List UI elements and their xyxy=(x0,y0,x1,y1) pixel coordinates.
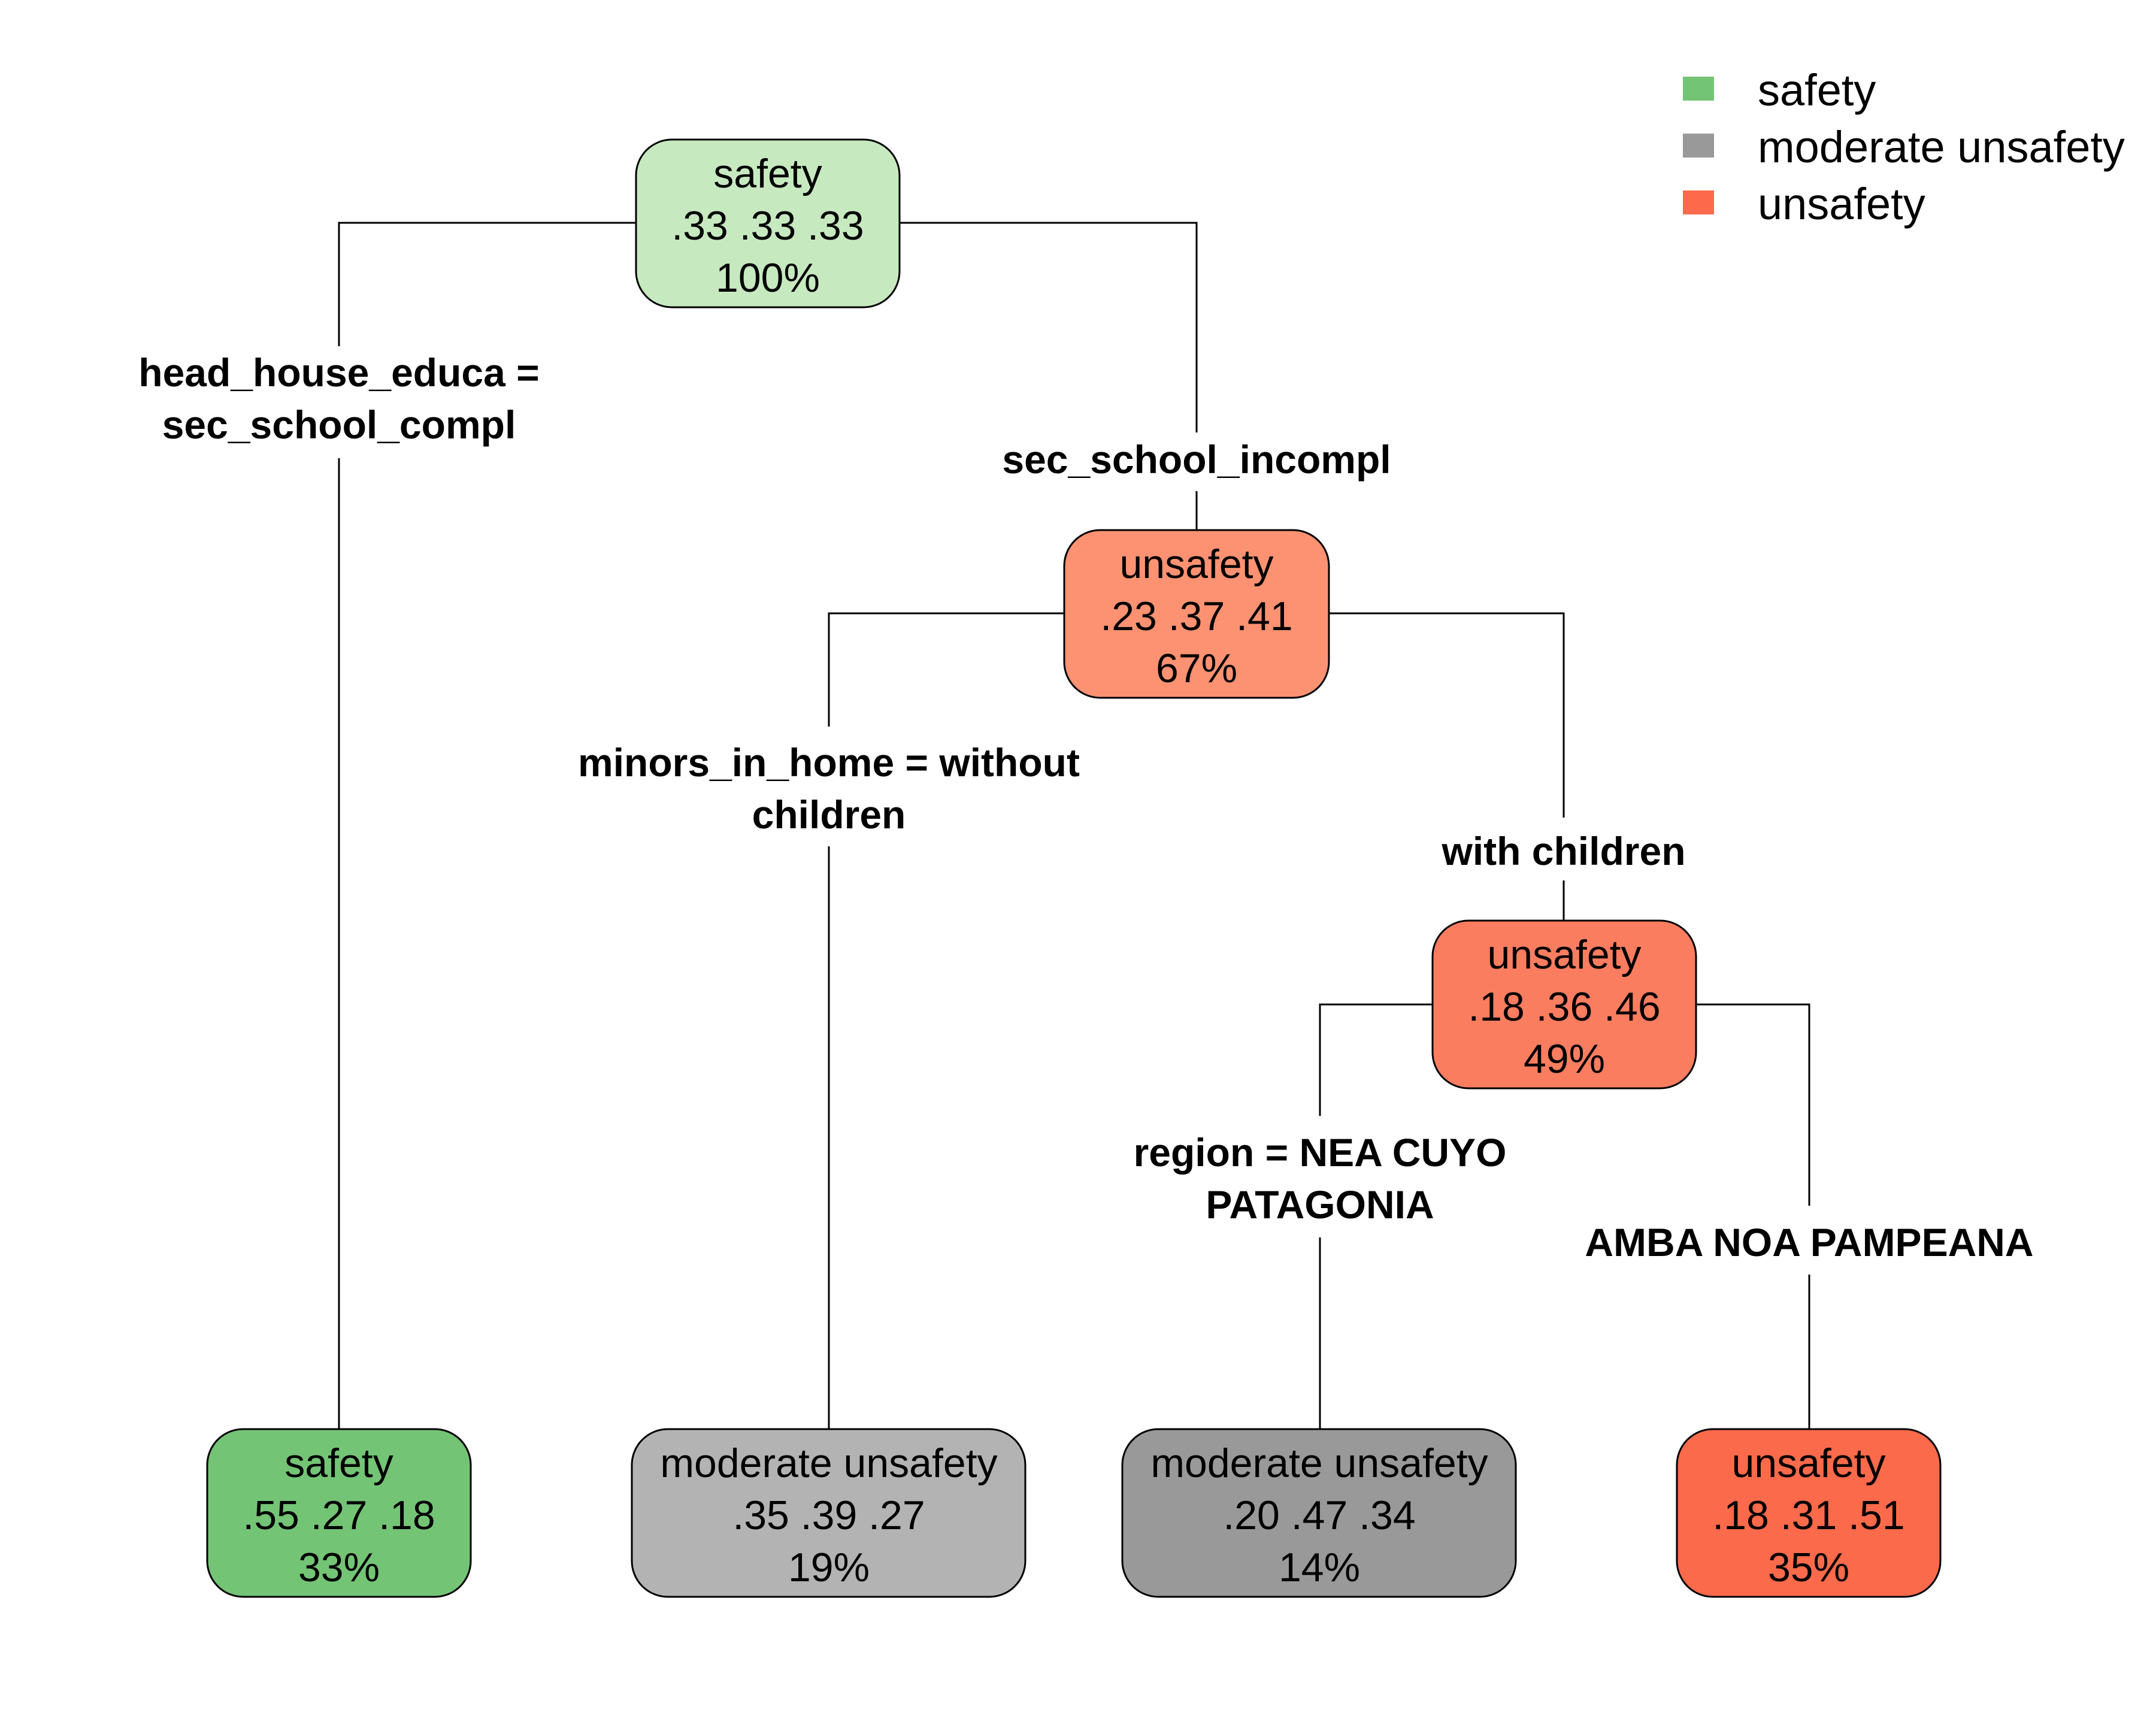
node-class-label: safety xyxy=(713,151,822,196)
edge-root-right xyxy=(900,222,1198,432)
edge-n2-right xyxy=(1329,612,1565,818)
node-probabilities: .18 .31 .51 xyxy=(1712,1493,1904,1538)
edge-root-left xyxy=(338,222,636,346)
node-probabilities: .35 .39 .27 xyxy=(732,1493,925,1538)
split-label-n3-left-2: PATAGONIA xyxy=(1206,1182,1434,1227)
legend-label-moderate-unsafety: moderate unsafety xyxy=(1758,122,2125,172)
legend-swatch-moderate-unsafety xyxy=(1683,134,1714,158)
node-box xyxy=(1431,919,1697,1090)
leaf-node-2: moderate unsafety .35 .39 .27 19% xyxy=(631,1428,1026,1598)
node-percentage: 14% xyxy=(1279,1545,1360,1590)
split-label-root-left-2: sec_school_compl xyxy=(162,402,516,447)
node-class-label: unsafety xyxy=(1731,1440,1885,1486)
legend-swatch-safety xyxy=(1683,77,1714,101)
legend-label-safety: safety xyxy=(1758,65,1876,115)
legend-label-unsafety: unsafety xyxy=(1758,179,1925,229)
node-box xyxy=(1063,529,1330,699)
edge-n3-right xyxy=(1696,1003,1810,1206)
split-label-root-left-1: head_house_educa = xyxy=(138,350,539,395)
split-label-n3-right: AMBA NOA PAMPEANA xyxy=(1585,1220,2033,1264)
node-box xyxy=(1676,1428,1942,1598)
node-box xyxy=(635,138,901,308)
node-box xyxy=(631,1428,1026,1598)
leaf-node-4: unsafety .18 .31 .51 35% xyxy=(1676,1428,1942,1598)
node-n3: unsafety .18 .36 .46 49% xyxy=(1431,919,1697,1090)
split-label-root-right: sec_school_incompl xyxy=(1002,437,1391,482)
node-box xyxy=(206,1428,472,1598)
node-class-label: moderate unsafety xyxy=(660,1440,997,1486)
node-probabilities: .23 .37 .41 xyxy=(1100,594,1292,639)
node-percentage: 33% xyxy=(298,1545,380,1590)
node-percentage: 100% xyxy=(716,255,820,301)
legend-swatch-unsafety xyxy=(1683,190,1714,214)
split-label-n2-left-1: minors_in_home = without xyxy=(578,740,1080,785)
split-labels: head_house_educa = sec_school_compl sec_… xyxy=(138,350,2033,1264)
split-label-n3-left-1: region = NEA CUYO xyxy=(1134,1130,1507,1175)
node-n2: unsafety .23 .37 .41 67% xyxy=(1063,529,1330,699)
node-class-label: unsafety xyxy=(1487,932,1641,978)
node-percentage: 35% xyxy=(1768,1545,1849,1590)
node-class-label: safety xyxy=(284,1440,393,1486)
legend: safety moderate unsafety unsafety xyxy=(1683,65,2125,229)
leaf-node-1: safety .55 .27 .18 33% xyxy=(206,1428,472,1598)
node-class-label: unsafety xyxy=(1119,541,1273,587)
edge-n2-left xyxy=(828,612,1064,727)
tree-edges xyxy=(338,222,1810,1430)
node-probabilities: .20 .47 .34 xyxy=(1223,1493,1415,1538)
edge-n3-left xyxy=(1319,1003,1433,1116)
split-label-n2-left-2: children xyxy=(752,792,906,837)
node-probabilities: .33 .33 .33 xyxy=(671,203,864,249)
node-probabilities: .55 .27 .18 xyxy=(243,1493,435,1538)
node-percentage: 19% xyxy=(788,1545,870,1590)
node-probabilities: .18 .36 .46 xyxy=(1468,984,1660,1030)
node-box xyxy=(1121,1428,1517,1598)
leaf-node-3: moderate unsafety .20 .47 .34 14% xyxy=(1121,1428,1517,1598)
node-class-label: moderate unsafety xyxy=(1150,1440,1488,1486)
node-percentage: 49% xyxy=(1524,1036,1605,1082)
node-root: safety .33 .33 .33 100% xyxy=(635,138,901,308)
split-label-n2-right: with children xyxy=(1441,829,1685,873)
node-percentage: 67% xyxy=(1156,646,1237,691)
